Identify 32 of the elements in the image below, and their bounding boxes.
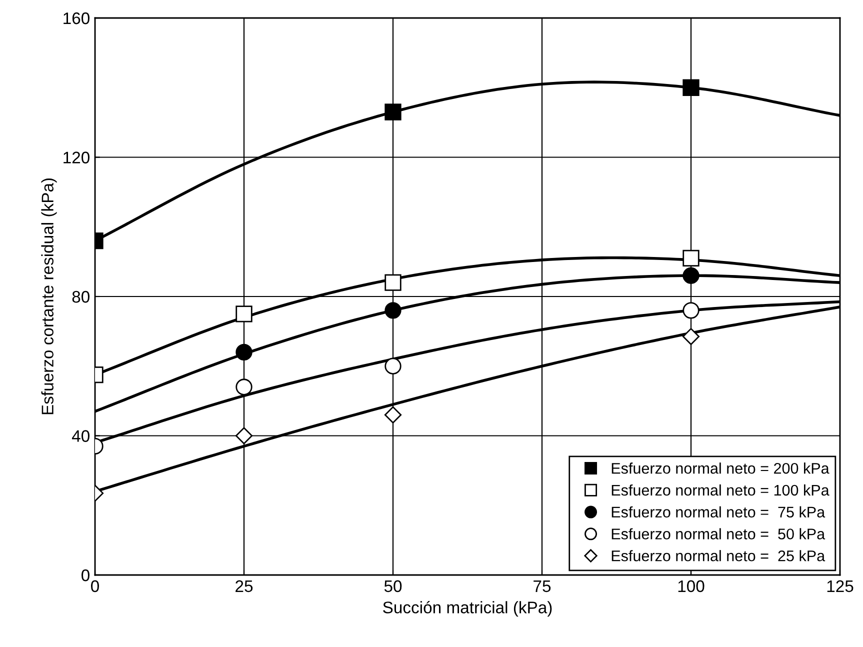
y-tick-label: 120 <box>64 152 90 164</box>
y-tick-label: 0 <box>82 569 90 582</box>
y-tick-label: 160 <box>64 12 90 24</box>
point <box>236 306 252 322</box>
legend-label: Esfuerzo normal neto = 100 kPa <box>612 484 830 496</box>
legend-label: Esfuerzo normal neto = 75 kPa <box>612 506 826 518</box>
x-axis-title: Succión matricial (kPa) <box>383 600 552 617</box>
x-tick-label: 75 <box>534 580 551 592</box>
point <box>384 274 402 291</box>
legend-label: Esfuerzo normal neto = 50 kPa <box>612 528 826 540</box>
point <box>682 79 700 96</box>
legend-label: Esfuerzo normal neto = 200 kPa <box>612 462 830 474</box>
point <box>384 104 402 120</box>
point <box>384 406 402 424</box>
y-axis-title: Esfuerzo cortante residual (kPa) <box>41 178 57 414</box>
point <box>682 302 700 319</box>
x-tick-label: 0 <box>91 580 99 592</box>
y-tick-label: 80 <box>72 290 90 303</box>
point <box>384 358 402 374</box>
point <box>384 302 402 319</box>
x-tick-label: 125 <box>827 580 854 592</box>
point <box>682 267 700 284</box>
point <box>235 427 253 444</box>
point <box>236 378 252 396</box>
x-tick-label: 100 <box>678 580 704 592</box>
point <box>682 250 700 267</box>
x-tick-label: 50 <box>384 580 402 592</box>
point <box>236 344 252 361</box>
point <box>682 328 700 346</box>
y-tick-label: 40 <box>72 430 90 442</box>
x-tick-label: 25 <box>236 580 253 592</box>
legend-label: Esfuerzo normal neto = 25 kPa <box>612 550 826 562</box>
